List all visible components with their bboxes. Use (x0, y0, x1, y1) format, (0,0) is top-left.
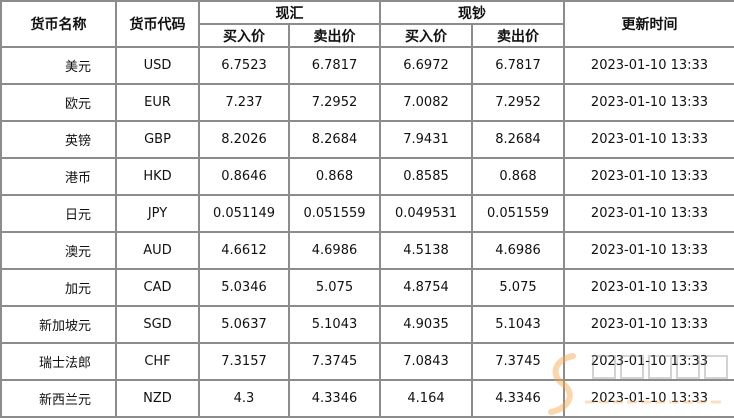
cell-cash-buy: 4.164 (379, 379, 473, 418)
cell-cash-sell: 4.3346 (471, 379, 565, 418)
cell-cash-buy: 7.0843 (379, 342, 473, 381)
cell-update-time: 2023-01-10 13:33 (563, 379, 734, 418)
header-fx-buy: 买入价 (198, 23, 290, 48)
cell-currency-name: 港币 (0, 157, 117, 196)
table-row: 瑞士法郎 CHF 7.3157 7.3745 7.0843 7.3745 2023-01-1… (0, 342, 734, 381)
cell-currency-name: 欧元 (0, 83, 117, 122)
cell-cash-buy: 7.0082 (379, 83, 473, 122)
cell-currency-code: NZD (115, 379, 200, 418)
cell-fx-sell: 0.051559 (288, 194, 381, 233)
header-cash-buy: 买入价 (379, 23, 473, 48)
cell-cash-sell: 0.051559 (471, 194, 565, 233)
cell-fx-buy: 0.051149 (198, 194, 290, 233)
cell-update-time: 2023-01-10 13:33 (563, 46, 734, 85)
cell-currency-code: JPY (115, 194, 200, 233)
cell-cash-sell: 0.868 (471, 157, 565, 196)
cell-currency-code: HKD (115, 157, 200, 196)
cell-update-time: 2023-01-10 13:33 (563, 194, 734, 233)
cell-currency-name: 日元 (0, 194, 117, 233)
cell-fx-buy: 4.6612 (198, 231, 290, 270)
table-row: 新西兰元 NZD 4.3 4.3346 4.164 4.3346 2023-01-10 13… (0, 379, 734, 418)
cell-currency-code: GBP (115, 120, 200, 159)
cell-cash-buy: 4.9035 (379, 305, 473, 344)
cell-cash-buy: 6.6972 (379, 46, 473, 85)
cell-update-time: 2023-01-10 13:33 (563, 120, 734, 159)
header-spot-cash: 现钞 (379, 0, 565, 25)
cell-currency-name: 新加坡元 (0, 305, 117, 344)
cell-cash-buy: 0.049531 (379, 194, 473, 233)
cell-fx-sell: 6.7817 (288, 46, 381, 85)
header-update-time: 更新时间 (563, 0, 734, 48)
header-fx-sell: 卖出价 (288, 23, 381, 48)
cell-currency-name: 加元 (0, 268, 117, 307)
table-row: 澳元 AUD 4.6612 4.6986 4.5138 4.6986 2023-01-10 … (0, 231, 734, 270)
cell-fx-buy: 7.3157 (198, 342, 290, 381)
cell-cash-buy: 4.5138 (379, 231, 473, 270)
table-row: 新加坡元 SGD 5.0637 5.1043 4.9035 5.1043 2023-01-1… (0, 305, 734, 344)
cell-cash-sell: 5.075 (471, 268, 565, 307)
cell-update-time: 2023-01-10 13:33 (563, 231, 734, 270)
cell-currency-code: EUR (115, 83, 200, 122)
cell-fx-sell: 8.2684 (288, 120, 381, 159)
header-spot-exchange: 现汇 (198, 0, 381, 25)
header-currency-code: 货币代码 (115, 0, 200, 48)
cell-cash-buy: 4.8754 (379, 268, 473, 307)
cell-fx-buy: 6.7523 (198, 46, 290, 85)
cell-fx-sell: 7.2952 (288, 83, 381, 122)
cell-fx-sell: 7.3745 (288, 342, 381, 381)
cell-currency-name: 瑞士法郎 (0, 342, 117, 381)
cell-fx-sell: 0.868 (288, 157, 381, 196)
cell-currency-code: SGD (115, 305, 200, 344)
cell-currency-name: 新西兰元 (0, 379, 117, 418)
cell-currency-code: CHF (115, 342, 200, 381)
cell-fx-sell: 4.6986 (288, 231, 381, 270)
cell-cash-sell: 7.2952 (471, 83, 565, 122)
cell-currency-name: 澳元 (0, 231, 117, 270)
cell-cash-sell: 5.1043 (471, 305, 565, 344)
table-row: 加元 CAD 5.0346 5.075 4.8754 5.075 2023-01-10 13… (0, 268, 734, 307)
cell-fx-sell: 4.3346 (288, 379, 381, 418)
cell-cash-sell: 6.7817 (471, 46, 565, 85)
table-row: 港币 HKD 0.8646 0.868 0.8585 0.868 2023-01-10 13… (0, 157, 734, 196)
cell-fx-buy: 8.2026 (198, 120, 290, 159)
table-row: 美元 USD 6.7523 6.7817 6.6972 6.7817 2023-01-10 … (0, 46, 734, 85)
cell-fx-buy: 5.0637 (198, 305, 290, 344)
cell-cash-buy: 7.9431 (379, 120, 473, 159)
cell-fx-sell: 5.1043 (288, 305, 381, 344)
cell-cash-sell: 8.2684 (471, 120, 565, 159)
cell-update-time: 2023-01-10 13:33 (563, 83, 734, 122)
cell-fx-buy: 5.0346 (198, 268, 290, 307)
cell-currency-name: 美元 (0, 46, 117, 85)
cell-currency-code: USD (115, 46, 200, 85)
cell-fx-sell: 5.075 (288, 268, 381, 307)
table-row: 欧元 EUR 7.237 7.2952 7.0082 7.2952 2023-01-10 1… (0, 83, 734, 122)
cell-update-time: 2023-01-10 13:33 (563, 305, 734, 344)
cell-update-time: 2023-01-10 13:33 (563, 268, 734, 307)
table-row: 日元 JPY 0.051149 0.051559 0.049531 0.051559 202… (0, 194, 734, 233)
header-cash-sell: 卖出价 (471, 23, 565, 48)
cell-update-time: 2023-01-10 13:33 (563, 342, 734, 381)
cell-fx-buy: 7.237 (198, 83, 290, 122)
table-row: 英镑 GBP 8.2026 8.2684 7.9431 8.2684 2023-01-10 … (0, 120, 734, 159)
cell-update-time: 2023-01-10 13:33 (563, 157, 734, 196)
cell-cash-sell: 7.3745 (471, 342, 565, 381)
cell-cash-sell: 4.6986 (471, 231, 565, 270)
cell-cash-buy: 0.8585 (379, 157, 473, 196)
cell-currency-code: CAD (115, 268, 200, 307)
cell-fx-buy: 0.8646 (198, 157, 290, 196)
cell-fx-buy: 4.3 (198, 379, 290, 418)
header-currency-name: 货币名称 (0, 0, 117, 48)
cell-currency-name: 英镑 (0, 120, 117, 159)
cell-currency-code: AUD (115, 231, 200, 270)
